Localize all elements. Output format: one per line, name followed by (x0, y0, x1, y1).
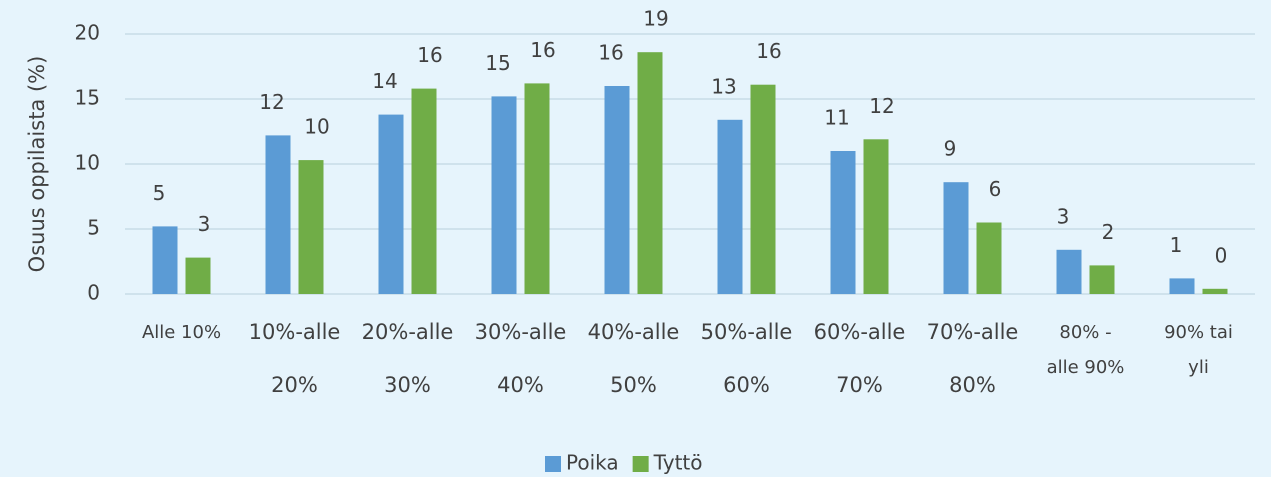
legend-swatch (545, 456, 561, 472)
bar (717, 119, 743, 294)
data-label: 16 (530, 38, 555, 62)
y-tick-label: 20 (75, 21, 100, 45)
data-label: 2 (1102, 220, 1115, 244)
data-label: 11 (824, 106, 849, 130)
bar (298, 160, 324, 294)
data-label: 9 (944, 137, 957, 161)
bar (491, 96, 517, 295)
bar (152, 226, 178, 294)
x-tick-label: 40%-alle (588, 320, 680, 344)
data-label: 3 (1057, 204, 1070, 228)
bar (411, 88, 437, 294)
data-label: 12 (259, 90, 284, 114)
x-tick-label: 30% (384, 373, 431, 397)
bar (976, 222, 1002, 294)
x-tick-label: 70% (836, 373, 883, 397)
y-tick-label: 10 (75, 151, 100, 175)
bar (604, 86, 630, 294)
bar (265, 135, 291, 294)
x-tick-label: 10%-alle (249, 320, 341, 344)
x-tick-label: 80% (949, 373, 996, 397)
y-tick-label: 0 (87, 281, 100, 305)
data-label: 13 (711, 74, 736, 98)
bar (1169, 278, 1195, 294)
data-label: 15 (485, 51, 510, 75)
data-label: 3 (198, 212, 211, 236)
bar (185, 257, 211, 294)
x-tick-label: 40% (497, 373, 544, 397)
x-tick-label: 50%-alle (701, 320, 793, 344)
data-label: 12 (869, 94, 894, 118)
legend-label: Tyttö (653, 451, 703, 475)
data-label: 1 (1170, 233, 1183, 257)
x-tick-label: 60%-alle (814, 320, 906, 344)
data-label: 10 (304, 115, 329, 139)
data-label: 16 (417, 43, 442, 67)
bar (943, 182, 969, 294)
x-tick-label: Alle 10% (142, 322, 221, 343)
x-tick-label: 70%-alle (927, 320, 1019, 344)
y-tick-label: 5 (87, 216, 100, 240)
bar (637, 52, 663, 295)
x-tick-label: 60% (723, 373, 770, 397)
data-label: 6 (989, 177, 1002, 201)
y-axis-label: Osuus oppilaista (%) (25, 56, 49, 273)
bar (750, 84, 776, 294)
bar (863, 139, 889, 294)
x-tick-label: 20%-alle (362, 320, 454, 344)
x-tick-label: 20% (271, 373, 318, 397)
x-tick-label: 30%-alle (475, 320, 567, 344)
x-tick-label: yli (1188, 357, 1209, 378)
data-label: 19 (643, 7, 668, 31)
bar (524, 83, 550, 295)
data-label: 5 (153, 181, 166, 205)
x-tick-label: alle 90% (1047, 357, 1125, 378)
data-label: 14 (372, 69, 397, 93)
legend-swatch (632, 456, 649, 472)
bar (1202, 288, 1228, 294)
legend-label: Poika (566, 451, 619, 475)
data-label: 16 (598, 41, 623, 65)
x-tick-label: 90% tai (1164, 322, 1233, 343)
bar (830, 151, 856, 294)
bar (378, 114, 404, 294)
x-tick-label: 50% (610, 373, 657, 397)
data-label: 16 (756, 39, 781, 63)
y-tick-label: 15 (75, 86, 100, 110)
x-tick-label: 80% - (1059, 322, 1111, 343)
data-label: 0 (1215, 243, 1228, 267)
bar (1056, 249, 1082, 294)
bar (1089, 265, 1115, 294)
